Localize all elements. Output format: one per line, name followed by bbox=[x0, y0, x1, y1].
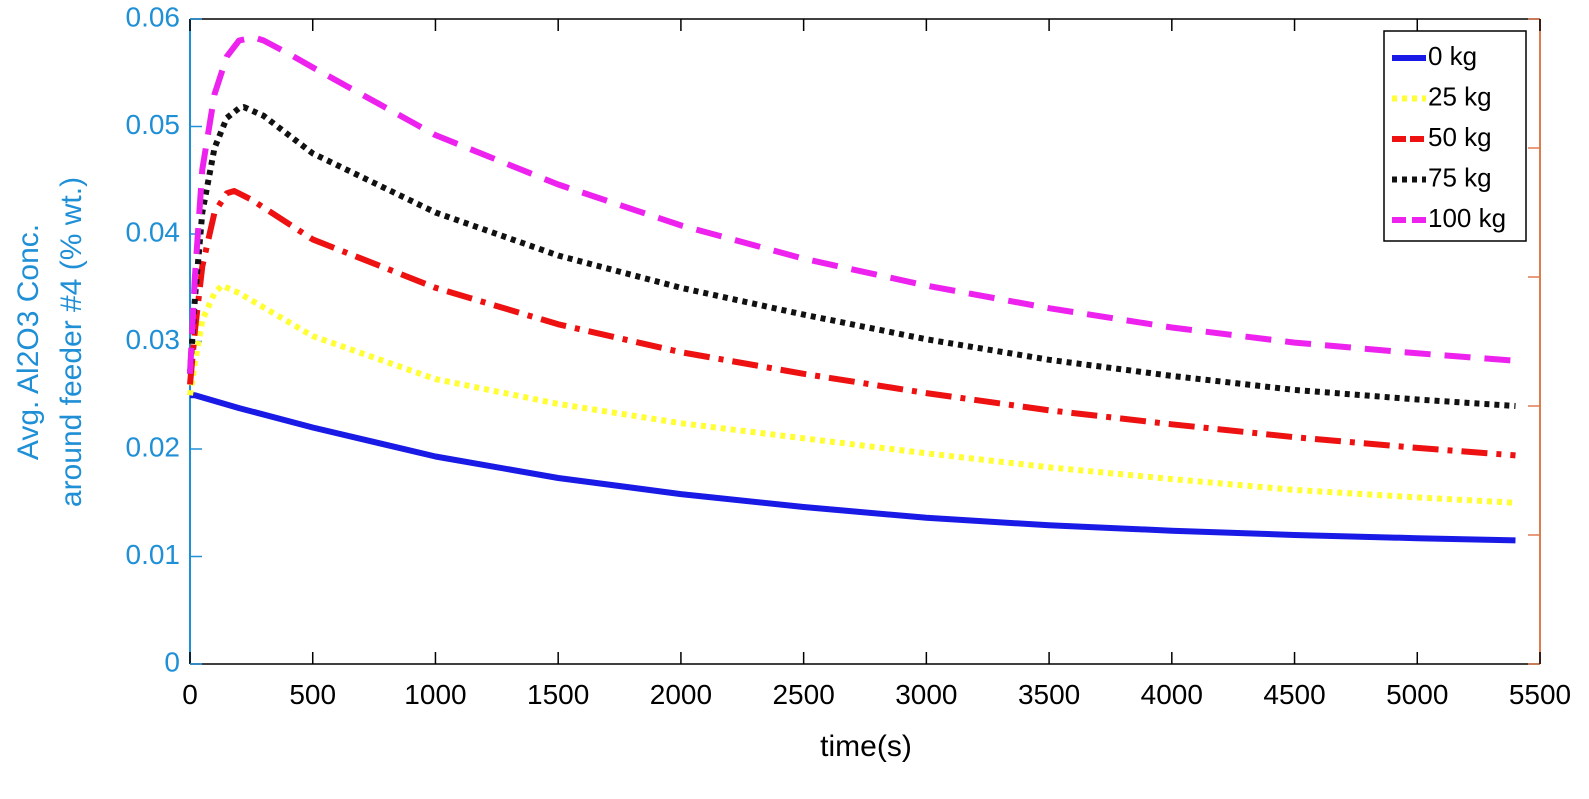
x-tick-label: 5500 bbox=[1509, 679, 1571, 710]
legend-label: 75 kg bbox=[1428, 162, 1492, 192]
series-line bbox=[187, 34, 1516, 374]
y-tick-label: 0 bbox=[164, 646, 180, 677]
y-axis-title-line-1: Avg. Al2O3 Conc. bbox=[12, 224, 45, 460]
x-tick-label: 1500 bbox=[527, 679, 589, 710]
y-tick-label: 0.03 bbox=[126, 324, 181, 355]
legend-entries: 0 kg 25 kg 50 kg 75 kg 100 kg bbox=[1392, 41, 1506, 233]
y-tick-label: 0.04 bbox=[126, 216, 181, 247]
y-tick-label: 0.01 bbox=[126, 539, 181, 570]
legend: 0 kg 25 kg 50 kg 75 kg 100 kg bbox=[1383, 30, 1527, 242]
x-tick-label: 0 bbox=[182, 679, 198, 710]
x-tick-label: 4500 bbox=[1263, 679, 1325, 710]
y-tick-label: 0.05 bbox=[126, 109, 181, 140]
x-axis-title: time(s) bbox=[820, 730, 912, 763]
y-tick-label: 0.02 bbox=[126, 431, 181, 462]
x-tick-label: 1000 bbox=[404, 679, 466, 710]
right-axis-ticks bbox=[1528, 18, 1540, 665]
x-tick-label: 500 bbox=[289, 679, 336, 710]
legend-label: 50 kg bbox=[1428, 122, 1492, 152]
x-tick-label: 5000 bbox=[1386, 679, 1448, 710]
y-tick-label: 0.06 bbox=[126, 1, 181, 32]
series-layer bbox=[187, 34, 1516, 544]
series-line bbox=[190, 392, 1516, 544]
x-tick-label: 2000 bbox=[650, 679, 712, 710]
x-tick-label: 3000 bbox=[895, 679, 957, 710]
legend-label: 100 kg bbox=[1428, 203, 1506, 233]
legend-label: 0 kg bbox=[1428, 41, 1477, 71]
plot-frame bbox=[189, 18, 1541, 665]
x-tick-label: 2500 bbox=[772, 679, 834, 710]
series-line bbox=[187, 104, 1516, 409]
y-axis-ticks: 0 0.01 0.02 0.03 0.04 0.05 0.06 bbox=[126, 1, 202, 677]
y-axis-title-line-2: around feeder #4 (% wt.) bbox=[55, 177, 88, 507]
x-tick-label: 4000 bbox=[1141, 679, 1203, 710]
series-line bbox=[187, 188, 1516, 459]
legend-label: 25 kg bbox=[1428, 81, 1492, 111]
y-axis-title: Avg. Al2O3 Conc. around feeder #4 (% wt.… bbox=[12, 177, 88, 507]
x-axis-ticks: 0 500 1000 1500 2000 2500 3000 3500 4000 4500 5000… bbox=[182, 19, 1571, 710]
x-tick-label: 3500 bbox=[1018, 679, 1080, 710]
legend-box bbox=[1383, 30, 1527, 242]
